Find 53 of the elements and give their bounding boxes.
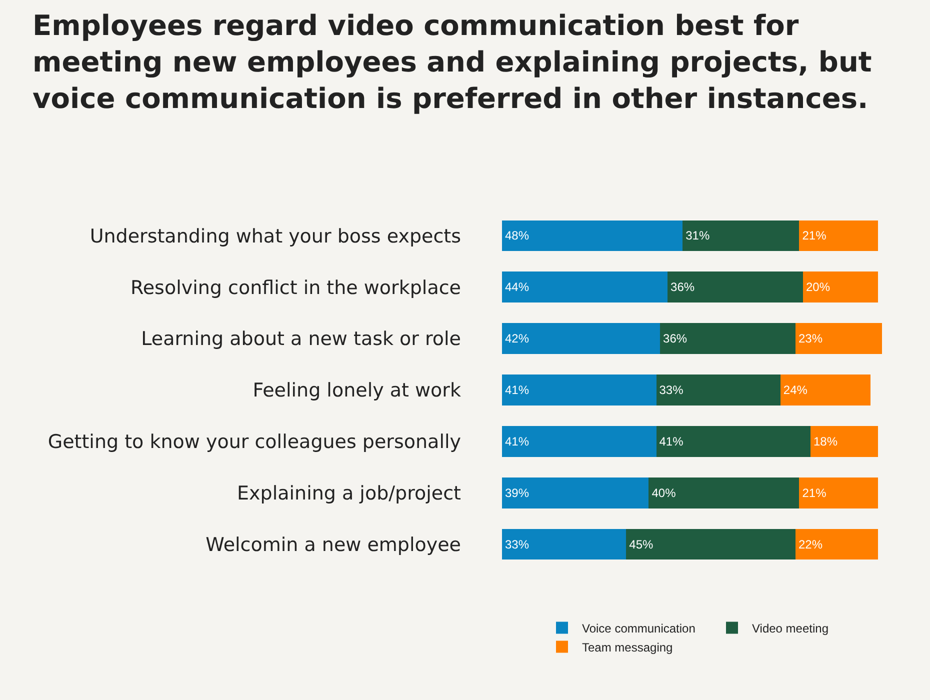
data-label: 42% bbox=[505, 332, 530, 346]
bar bbox=[660, 323, 796, 354]
bar bbox=[502, 220, 683, 252]
bar bbox=[626, 528, 796, 560]
y-tick-label: Understanding what your boss expects bbox=[90, 225, 461, 248]
data-label: 48% bbox=[505, 228, 530, 243]
bar bbox=[502, 272, 668, 303]
bar bbox=[502, 374, 656, 406]
data-label: 41% bbox=[505, 383, 530, 397]
data-label: 36% bbox=[663, 332, 688, 346]
data-label: 20% bbox=[806, 280, 830, 294]
data-label: 23% bbox=[798, 332, 823, 346]
legend-label: Voice communication bbox=[582, 621, 696, 636]
legend-label: Team messaging bbox=[582, 640, 673, 654]
data-label: 33% bbox=[659, 383, 684, 397]
data-label: 31% bbox=[686, 228, 710, 243]
data-label: 24% bbox=[783, 383, 808, 397]
bar bbox=[502, 323, 660, 354]
y-tick-label: Feeling lonely at work bbox=[252, 380, 461, 402]
data-label: 33% bbox=[505, 537, 530, 552]
data-label: 41% bbox=[659, 434, 684, 448]
bar bbox=[682, 220, 800, 252]
bar bbox=[656, 374, 780, 406]
data-label: 36% bbox=[670, 280, 695, 294]
data-label: 22% bbox=[798, 537, 823, 552]
data-label: 45% bbox=[629, 537, 654, 552]
bar bbox=[502, 426, 656, 457]
data-label: 21% bbox=[802, 486, 827, 500]
legend-label: Video meeting bbox=[752, 621, 828, 636]
data-label: 39% bbox=[505, 486, 530, 500]
y-tick-label: Getting to know your colleagues personally bbox=[48, 431, 461, 454]
y-tick-label: Resolving conflict in the workplace bbox=[130, 276, 461, 299]
bar bbox=[799, 220, 878, 252]
bar bbox=[795, 323, 882, 354]
bar bbox=[802, 272, 878, 303]
chart-title: Employees regard video communication best for meeting new employees and explaining projects, but voice communication is preferred in other instances. bbox=[32, 9, 872, 115]
bar bbox=[502, 528, 626, 560]
data-label: 44% bbox=[505, 280, 530, 294]
bar bbox=[810, 426, 878, 457]
bar bbox=[780, 374, 871, 406]
data-label: 21% bbox=[802, 228, 827, 243]
y-tick-label: Explaining a job/project bbox=[237, 482, 461, 505]
bar bbox=[668, 272, 803, 303]
data-label: 18% bbox=[814, 434, 838, 448]
data-label: 41% bbox=[505, 434, 530, 448]
data-label: 40% bbox=[652, 486, 676, 500]
bar bbox=[795, 528, 878, 560]
bar bbox=[502, 477, 649, 508]
bar bbox=[648, 477, 800, 508]
y-tick-label: Welcomin a new employee bbox=[206, 534, 461, 556]
y-tick-label: Learning about a new task or role bbox=[141, 328, 461, 350]
bar bbox=[799, 477, 878, 508]
bar bbox=[656, 426, 811, 457]
